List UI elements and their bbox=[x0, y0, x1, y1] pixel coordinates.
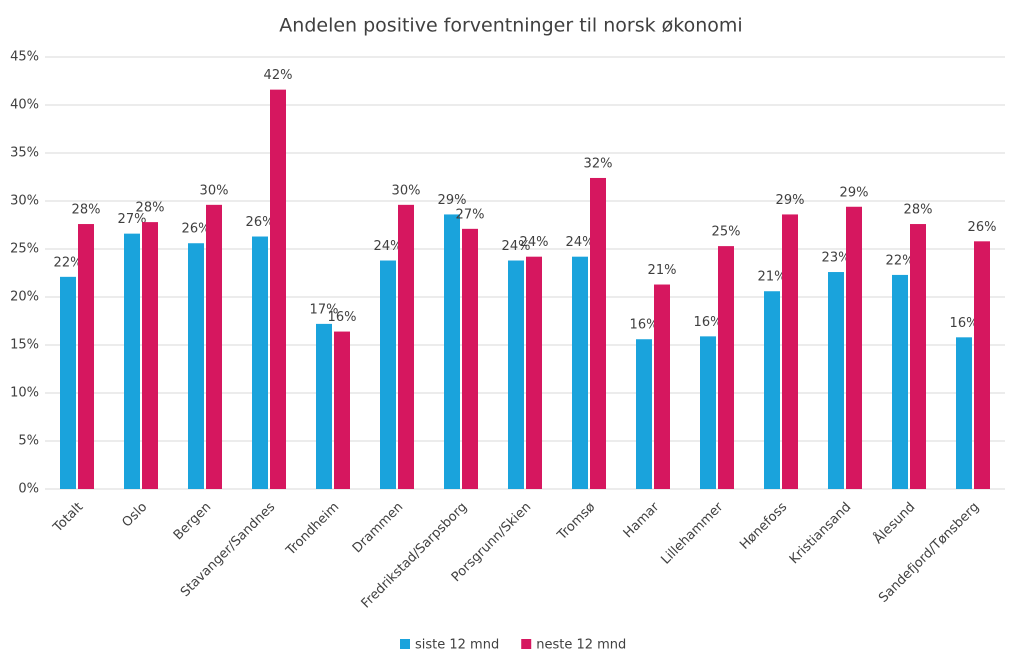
data-label: 30% bbox=[392, 183, 421, 198]
data-label: 23% bbox=[822, 251, 851, 266]
data-label: 29% bbox=[438, 193, 467, 208]
x-tick-label: Tromsø bbox=[554, 500, 598, 544]
x-tick-label: Lillehammer bbox=[658, 499, 726, 567]
y-tick-label: 15% bbox=[10, 338, 39, 353]
data-label: 29% bbox=[776, 193, 805, 208]
data-label: 28% bbox=[904, 203, 933, 218]
data-label: 16% bbox=[950, 316, 979, 331]
data-label: 26% bbox=[246, 215, 275, 230]
data-label: 21% bbox=[648, 263, 677, 278]
bar bbox=[316, 323, 332, 489]
bar bbox=[188, 243, 204, 489]
bar bbox=[142, 222, 158, 489]
data-label: 29% bbox=[840, 185, 869, 200]
bar bbox=[398, 204, 414, 489]
bar bbox=[782, 214, 798, 489]
data-label: 22% bbox=[54, 255, 83, 270]
y-tick-label: 30% bbox=[10, 194, 39, 209]
data-label: 28% bbox=[72, 203, 101, 218]
bar bbox=[956, 337, 972, 489]
bar bbox=[270, 89, 286, 489]
bar bbox=[892, 274, 908, 489]
y-tick-label: 40% bbox=[10, 98, 39, 113]
bar bbox=[526, 256, 542, 489]
data-label: 21% bbox=[758, 270, 787, 285]
bar bbox=[60, 276, 76, 489]
x-tick-label: Kristiansand bbox=[787, 500, 854, 567]
bar bbox=[910, 224, 926, 490]
data-label: 42% bbox=[264, 68, 293, 83]
bar bbox=[700, 336, 716, 489]
bar bbox=[846, 206, 862, 489]
data-label: 16% bbox=[630, 318, 659, 333]
data-label: 22% bbox=[886, 253, 915, 268]
legend-label: siste 12 mnd bbox=[415, 638, 499, 653]
bar bbox=[590, 177, 606, 489]
legend-swatch bbox=[400, 639, 410, 649]
bar bbox=[654, 284, 670, 489]
x-tick-label: Hønefoss bbox=[737, 500, 790, 553]
bar bbox=[380, 260, 396, 489]
bar bbox=[444, 214, 460, 489]
bar bbox=[206, 204, 222, 489]
x-tick-label: Ålesund bbox=[870, 499, 918, 547]
data-label: 24% bbox=[566, 235, 595, 250]
bar bbox=[974, 241, 990, 489]
data-label: 28% bbox=[136, 201, 165, 216]
data-label: 32% bbox=[584, 156, 613, 171]
bar bbox=[334, 331, 350, 489]
legend-swatch bbox=[521, 639, 532, 649]
y-tick-label: 45% bbox=[10, 50, 39, 65]
bar bbox=[718, 246, 734, 489]
x-tick-label: Drammen bbox=[350, 500, 406, 556]
legend-label: neste 12 mnd bbox=[536, 638, 626, 653]
data-label: 26% bbox=[968, 220, 997, 235]
data-label: 27% bbox=[118, 212, 147, 227]
data-label: 16% bbox=[328, 310, 357, 325]
y-tick-label: 25% bbox=[10, 242, 39, 257]
y-tick-label: 20% bbox=[10, 290, 39, 305]
y-tick-label: 35% bbox=[10, 146, 39, 161]
x-tick-label: Fredrikstad/Sarpsborg bbox=[359, 500, 471, 612]
x-tick-label: Hamar bbox=[621, 499, 663, 541]
y-tick-label: 10% bbox=[10, 386, 39, 401]
data-label: 27% bbox=[456, 207, 485, 222]
data-label: 26% bbox=[182, 222, 211, 237]
y-tick-label: 5% bbox=[18, 434, 39, 449]
bar bbox=[252, 236, 268, 489]
bar bbox=[124, 233, 140, 489]
bar bbox=[572, 256, 588, 489]
x-tick-label: Trondheim bbox=[283, 500, 342, 559]
bar bbox=[636, 339, 652, 489]
bar bbox=[462, 228, 478, 489]
data-label: 30% bbox=[200, 183, 229, 198]
bar bbox=[828, 272, 844, 489]
x-tick-label: Bergen bbox=[171, 500, 215, 544]
data-label: 25% bbox=[712, 225, 741, 240]
y-tick-label: 0% bbox=[18, 482, 39, 497]
data-label: 24% bbox=[374, 239, 403, 254]
data-label: 17% bbox=[310, 302, 339, 317]
bar bbox=[764, 291, 780, 489]
data-label: 24% bbox=[520, 235, 549, 250]
bar bbox=[508, 260, 524, 489]
chart-title: Andelen positive forventninger til norsk… bbox=[279, 15, 742, 37]
bar bbox=[78, 224, 94, 490]
data-label: 24% bbox=[502, 239, 531, 254]
x-tick-label: Oslo bbox=[119, 500, 150, 531]
x-tick-label: Totalt bbox=[50, 500, 86, 536]
data-label: 16% bbox=[694, 315, 723, 330]
